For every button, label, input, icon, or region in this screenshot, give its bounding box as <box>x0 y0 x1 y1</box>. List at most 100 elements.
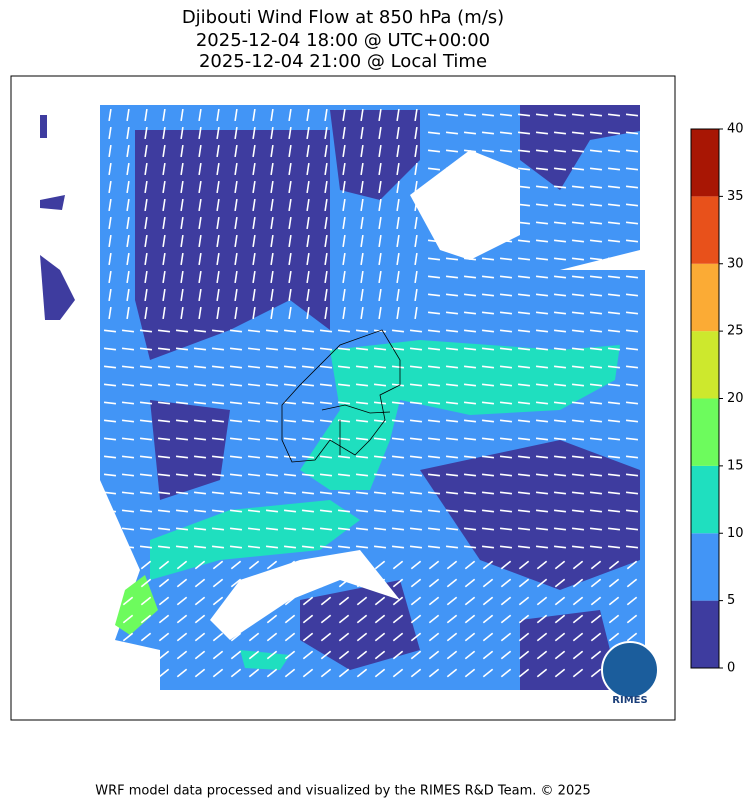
wind-arrow <box>571 311 585 315</box>
wind-arrow <box>427 329 441 333</box>
wind-arrow <box>481 203 495 207</box>
wind-arrow <box>517 293 531 297</box>
wind-region <box>300 580 420 670</box>
wind-arrow <box>140 578 152 588</box>
wind-arrow <box>324 288 328 302</box>
wind-arrow <box>338 560 350 570</box>
wind-arrow <box>589 113 603 117</box>
wind-arrow <box>103 329 117 333</box>
wind-arrow <box>625 527 639 531</box>
wind-arrow <box>535 509 549 513</box>
wind-arrow <box>288 216 292 230</box>
wind-arrow <box>409 329 423 333</box>
wind-arrow <box>157 329 171 333</box>
wind-arrow <box>234 126 238 140</box>
wind-arrow <box>216 108 220 122</box>
wind-arrow <box>180 234 184 248</box>
wind-arrow <box>265 455 279 459</box>
wind-arrow <box>252 270 256 284</box>
wind-arrow <box>302 650 314 660</box>
wind-arrow <box>144 180 148 194</box>
wind-arrow <box>553 275 567 279</box>
wind-arrow <box>626 614 638 624</box>
wind-arrow <box>446 596 458 606</box>
wind-arrow <box>229 545 243 549</box>
wind-arrow <box>121 329 135 333</box>
wind-field: RIMES <box>40 105 659 706</box>
wind-arrow <box>193 509 207 513</box>
wind-arrow <box>391 329 405 333</box>
wind-arrow <box>302 614 314 624</box>
wind-arrow <box>571 113 585 117</box>
wind-arrow <box>126 216 130 230</box>
wind-arrow <box>338 578 350 588</box>
wind-arrow <box>607 257 621 261</box>
wind-arrow <box>392 632 404 642</box>
wind-arrow <box>396 306 400 320</box>
wind-arrow <box>590 650 602 660</box>
wind-arrow <box>607 419 621 423</box>
wind-arrow <box>464 632 476 642</box>
wind-arrow <box>104 614 116 624</box>
wind-arrow <box>360 180 364 194</box>
wind-arrow <box>589 329 603 333</box>
wind-arrow <box>140 614 152 624</box>
wind-arrow <box>535 527 549 531</box>
wind-arrow <box>324 252 328 266</box>
wind-arrow <box>373 491 387 495</box>
wind-arrow <box>360 162 364 176</box>
wind-arrow <box>378 180 382 194</box>
wind-arrow <box>625 113 639 117</box>
wind-arrow <box>625 257 639 261</box>
wind-arrow <box>499 113 513 117</box>
wind-arrow <box>176 668 188 678</box>
wind-arrow <box>500 632 512 642</box>
wind-arrow <box>266 650 278 660</box>
wind-arrow <box>607 365 621 369</box>
wind-arrow <box>499 275 513 279</box>
wind-arrow <box>396 126 400 140</box>
wind-region <box>40 115 47 138</box>
wind-arrow <box>121 509 135 513</box>
wind-arrow <box>270 144 274 158</box>
wind-arrow <box>122 560 134 570</box>
wind-arrow <box>283 473 297 477</box>
wind-arrow <box>589 131 603 135</box>
wind-arrow <box>283 437 297 441</box>
wind-arrow <box>518 632 530 642</box>
wind-arrow <box>553 221 567 225</box>
wind-arrow <box>427 257 441 261</box>
wind-region <box>40 255 75 320</box>
wind-arrow <box>216 180 220 194</box>
wind-arrow <box>536 560 548 570</box>
wind-arrow <box>320 632 332 642</box>
wind-arrow <box>499 329 513 333</box>
colorbar-band <box>691 196 719 264</box>
wind-arrow <box>378 288 382 302</box>
wind-region <box>420 440 640 590</box>
wind-arrow <box>553 203 567 207</box>
wind-arrow <box>571 329 585 333</box>
wind-arrow <box>104 578 116 588</box>
wind-arrow <box>355 419 369 423</box>
wind-arrow <box>103 473 117 477</box>
wind-arrow <box>360 288 364 302</box>
wind-arrow <box>211 509 225 513</box>
wind-arrow <box>589 239 603 243</box>
wind-arrow <box>229 473 243 477</box>
wind-arrow <box>193 365 207 369</box>
wind-arrow <box>342 306 346 320</box>
wind-arrow <box>374 614 386 624</box>
wind-arrow <box>396 162 400 176</box>
wind-arrow <box>463 203 477 207</box>
wind-arrow <box>428 632 440 642</box>
wind-arrow <box>499 257 513 261</box>
wind-arrow <box>283 527 297 531</box>
wind-arrow <box>193 383 207 387</box>
wind-arrow <box>481 401 495 405</box>
wind-arrow <box>103 383 117 387</box>
wind-arrow <box>157 527 171 531</box>
wind-arrow <box>270 306 274 320</box>
wind-arrow <box>103 419 117 423</box>
wind-arrow <box>283 365 297 369</box>
